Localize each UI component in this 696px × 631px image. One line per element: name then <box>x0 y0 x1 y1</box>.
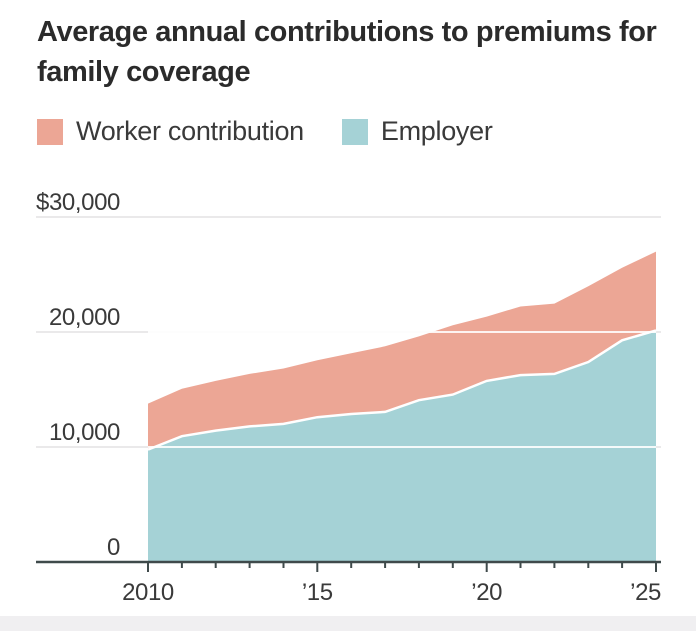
legend-label-employer: Employer <box>380 116 493 146</box>
page-background-strip <box>0 616 696 631</box>
employer-swatch <box>341 118 368 145</box>
y-label-0: 0 <box>107 534 120 561</box>
worker-contribution-area <box>148 251 656 450</box>
worker-contribution-swatch <box>37 118 63 145</box>
legend-label-worker: Worker contribution <box>76 116 304 146</box>
x-label-2015: ’15 <box>302 579 333 606</box>
x-label-2020: ’20 <box>471 579 502 606</box>
y-label-20000: 20,000 <box>49 304 120 331</box>
y-label-10000: 10,000 <box>49 419 120 446</box>
y-label-30000: $30,000 <box>36 189 120 216</box>
chart-title: Average annual contributions to premiums… <box>37 16 657 88</box>
x-label-2010: 2010 <box>122 579 174 606</box>
legend-item-worker: Worker contribution <box>37 116 304 147</box>
legend: Worker contribution Employer <box>37 116 493 147</box>
stack-boundary-line <box>147 329 657 451</box>
x-label-2025: ’25 <box>630 579 661 606</box>
legend-item-employer: Employer <box>341 116 493 147</box>
